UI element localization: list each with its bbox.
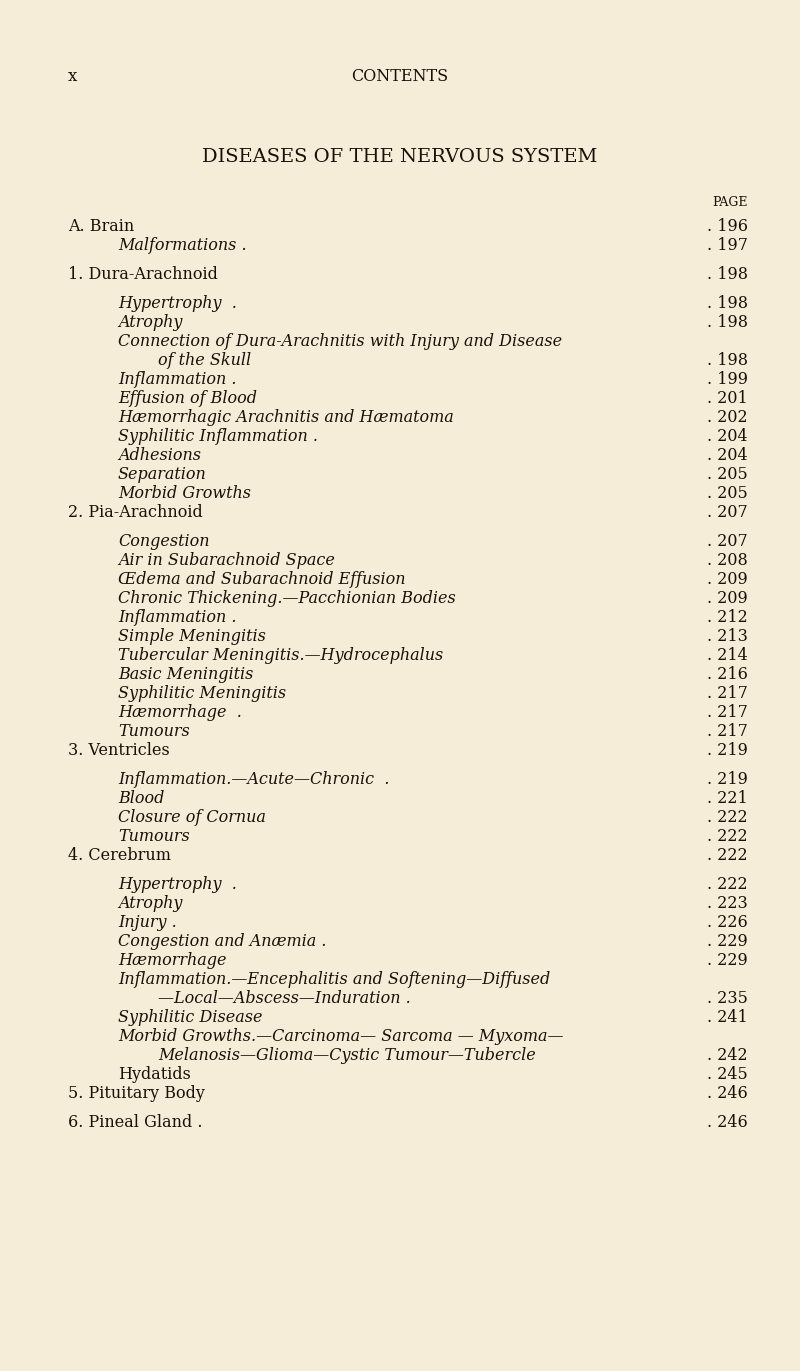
Text: 5. Pituitary Body: 5. Pituitary Body xyxy=(68,1084,205,1102)
Text: PAGE: PAGE xyxy=(713,196,748,208)
Text: . 221: . 221 xyxy=(707,790,748,808)
Text: . 212: . 212 xyxy=(707,609,748,627)
Text: Atrophy: Atrophy xyxy=(118,314,182,330)
Text: Adhesions: Adhesions xyxy=(118,447,201,463)
Text: . 204: . 204 xyxy=(707,428,748,446)
Text: Syphilitic Disease: Syphilitic Disease xyxy=(118,1009,262,1026)
Text: DISEASES OF THE NERVOUS SYSTEM: DISEASES OF THE NERVOUS SYSTEM xyxy=(202,148,598,166)
Text: . 219: . 219 xyxy=(707,771,748,788)
Text: . 196: . 196 xyxy=(707,218,748,234)
Text: Blood: Blood xyxy=(118,790,164,808)
Text: . 245: . 245 xyxy=(707,1067,748,1083)
Text: . 207: . 207 xyxy=(707,505,748,521)
Text: Hæmorrhage: Hæmorrhage xyxy=(118,951,226,969)
Text: . 198: . 198 xyxy=(707,266,748,282)
Text: . 229: . 229 xyxy=(707,951,748,969)
Text: . 217: . 217 xyxy=(707,723,748,740)
Text: . 222: . 222 xyxy=(707,828,748,845)
Text: Morbid Growths: Morbid Growths xyxy=(118,485,251,502)
Text: Hypertrophy  .: Hypertrophy . xyxy=(118,295,237,313)
Text: —Local—Abscess—Induration .: —Local—Abscess—Induration . xyxy=(158,990,410,1008)
Text: . 219: . 219 xyxy=(707,742,748,760)
Text: Congestion and Anæmia .: Congestion and Anæmia . xyxy=(118,934,326,950)
Text: . 197: . 197 xyxy=(707,237,748,254)
Text: . 226: . 226 xyxy=(707,914,748,931)
Text: Malformations .: Malformations . xyxy=(118,237,246,254)
Text: Morbid Growths.—Carcinoma— Sarcoma — Myxoma—: Morbid Growths.—Carcinoma— Sarcoma — Myx… xyxy=(118,1028,563,1045)
Text: . 204: . 204 xyxy=(707,447,748,463)
Text: Inflammation .: Inflammation . xyxy=(118,372,237,388)
Text: . 241: . 241 xyxy=(707,1009,748,1026)
Text: Œdema and Subarachnoid Effusion: Œdema and Subarachnoid Effusion xyxy=(118,570,406,588)
Text: Hydatids: Hydatids xyxy=(118,1067,191,1083)
Text: Closure of Cornua: Closure of Cornua xyxy=(118,809,266,825)
Text: Air in Subarachnoid Space: Air in Subarachnoid Space xyxy=(118,553,335,569)
Text: Connection of Dura-Arachnitis with Injury and Disease: Connection of Dura-Arachnitis with Injur… xyxy=(118,333,562,350)
Text: 4. Cerebrum: 4. Cerebrum xyxy=(68,847,171,864)
Text: . 229: . 229 xyxy=(707,934,748,950)
Text: Syphilitic Inflammation .: Syphilitic Inflammation . xyxy=(118,428,318,446)
Text: Atrophy: Atrophy xyxy=(118,895,182,912)
Text: Inflammation.—Encephalitis and Softening—Diffused: Inflammation.—Encephalitis and Softening… xyxy=(118,971,550,988)
Text: Melanosis—Glioma—Cystic Tumour—Tubercle: Melanosis—Glioma—Cystic Tumour—Tubercle xyxy=(158,1047,536,1064)
Text: . 216: . 216 xyxy=(707,666,748,683)
Text: Syphilitic Meningitis: Syphilitic Meningitis xyxy=(118,686,286,702)
Text: 6. Pineal Gland .: 6. Pineal Gland . xyxy=(68,1115,202,1131)
Text: . 205: . 205 xyxy=(707,485,748,502)
Text: Inflammation.—Acute—Chronic  .: Inflammation.—Acute—Chronic . xyxy=(118,771,390,788)
Text: Congestion: Congestion xyxy=(118,533,210,550)
Text: Hæmorrhage  .: Hæmorrhage . xyxy=(118,703,242,721)
Text: Effusion of Blood: Effusion of Blood xyxy=(118,389,257,407)
Text: . 205: . 205 xyxy=(707,466,748,483)
Text: 3. Ventricles: 3. Ventricles xyxy=(68,742,170,760)
Text: . 246: . 246 xyxy=(707,1115,748,1131)
Text: . 246: . 246 xyxy=(707,1084,748,1102)
Text: x: x xyxy=(68,69,78,85)
Text: . 213: . 213 xyxy=(707,628,748,644)
Text: . 222: . 222 xyxy=(707,847,748,864)
Text: Tumours: Tumours xyxy=(118,828,190,845)
Text: . 201: . 201 xyxy=(707,389,748,407)
Text: . 242: . 242 xyxy=(707,1047,748,1064)
Text: . 209: . 209 xyxy=(707,570,748,588)
Text: . 223: . 223 xyxy=(707,895,748,912)
Text: A. Brain: A. Brain xyxy=(68,218,134,234)
Text: . 217: . 217 xyxy=(707,703,748,721)
Text: Tubercular Meningitis.—Hydrocephalus: Tubercular Meningitis.—Hydrocephalus xyxy=(118,647,443,664)
Text: 2. Pia-Arachnoid: 2. Pia-Arachnoid xyxy=(68,505,202,521)
Text: . 235: . 235 xyxy=(707,990,748,1008)
Text: . 222: . 222 xyxy=(707,876,748,893)
Text: Inflammation .: Inflammation . xyxy=(118,609,237,627)
Text: of the Skull: of the Skull xyxy=(158,352,251,369)
Text: Injury .: Injury . xyxy=(118,914,177,931)
Text: . 199: . 199 xyxy=(707,372,748,388)
Text: Basic Meningitis: Basic Meningitis xyxy=(118,666,254,683)
Text: Chronic Thickening.—Pacchionian Bodies: Chronic Thickening.—Pacchionian Bodies xyxy=(118,590,456,607)
Text: . 209: . 209 xyxy=(707,590,748,607)
Text: 1. Dura-Arachnoid: 1. Dura-Arachnoid xyxy=(68,266,218,282)
Text: . 202: . 202 xyxy=(707,409,748,426)
Text: . 198: . 198 xyxy=(707,295,748,313)
Text: CONTENTS: CONTENTS xyxy=(351,69,449,85)
Text: Hæmorrhagic Arachnitis and Hæmatoma: Hæmorrhagic Arachnitis and Hæmatoma xyxy=(118,409,454,426)
Text: . 217: . 217 xyxy=(707,686,748,702)
Text: . 198: . 198 xyxy=(707,314,748,330)
Text: . 222: . 222 xyxy=(707,809,748,825)
Text: Simple Meningitis: Simple Meningitis xyxy=(118,628,266,644)
Text: . 207: . 207 xyxy=(707,533,748,550)
Text: Separation: Separation xyxy=(118,466,206,483)
Text: . 198: . 198 xyxy=(707,352,748,369)
Text: Tumours: Tumours xyxy=(118,723,190,740)
Text: Hypertrophy  .: Hypertrophy . xyxy=(118,876,237,893)
Text: . 214: . 214 xyxy=(707,647,748,664)
Text: . 208: . 208 xyxy=(707,553,748,569)
